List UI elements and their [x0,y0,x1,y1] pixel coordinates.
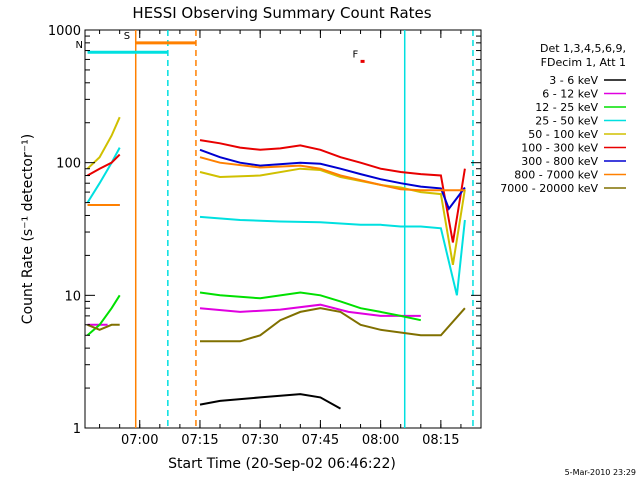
detector-info-line-2: FDecim 1, Att 1 [541,56,626,69]
detector-info-line-1: Det 1,3,4,5,6,9, [540,42,626,55]
flag-label-F: F [353,49,359,60]
legend-label: 800 - 7000 keV [514,169,598,182]
legend-label: 100 - 300 keV [521,142,598,155]
plot-frame [84,29,482,429]
x-tick-label: 08:15 [422,433,459,448]
series-line-3-6 [199,393,341,410]
series-line-50-100 [86,116,121,170]
y-axis-label: Count Rate (s⁻¹ detector⁻¹) [20,134,36,324]
flag-label-N: N [76,40,83,51]
legend-label: 12 - 25 keV [535,101,598,114]
y-tick-label: 100 [56,157,81,172]
series-line-50-100 [199,167,466,265]
series-line-800-7000 [199,156,465,192]
y-tick-label: 10 [64,289,81,304]
series-layer [86,30,474,428]
x-tick-label: 07:15 [181,433,218,448]
legend-label: 25 - 50 keV [535,115,598,128]
flag-label-S: S [124,31,130,42]
x-tick-label: 07:45 [302,433,339,448]
series-line-12-25 [86,294,121,337]
series-line-25-50 [86,147,121,204]
x-tick-label: 08:00 [362,433,399,448]
x-tick-label: 07:00 [121,433,158,448]
series-line-7000-20000 [87,323,120,331]
legend-label: 7000 - 20000 keV [500,182,598,195]
y-tick-label: 1000 [48,24,81,39]
legend-label: 6 - 12 keV [542,88,598,101]
x-axis-label: Start Time (20-Sep-02 06:46:22) [168,456,396,472]
series-line-12-25 [199,291,422,322]
series-line-25-50 [199,215,466,296]
legend-label: 3 - 6 keV [549,74,598,87]
series-line-100-300 [199,139,466,243]
y-tick-label: 1 [73,422,81,437]
legend-label: 300 - 800 keV [521,155,598,168]
footer-date: 5-Mar-2010 23:29 [565,468,636,477]
series-line-100-300 [87,153,121,177]
series-line-300-800 [199,148,466,211]
annotation-layer: S N F [76,31,365,63]
series-line-7000-20000 [200,307,466,343]
axis-layer: 07:00 07:15 07:30 07:45 08:00 08:15 1 10 100 1000 [48,24,482,448]
chart-title: HESSI Observing Summary Count Rates [132,4,431,22]
x-tick-label: 07:30 [241,433,278,448]
legend-label: 50 - 100 keV [528,128,598,141]
